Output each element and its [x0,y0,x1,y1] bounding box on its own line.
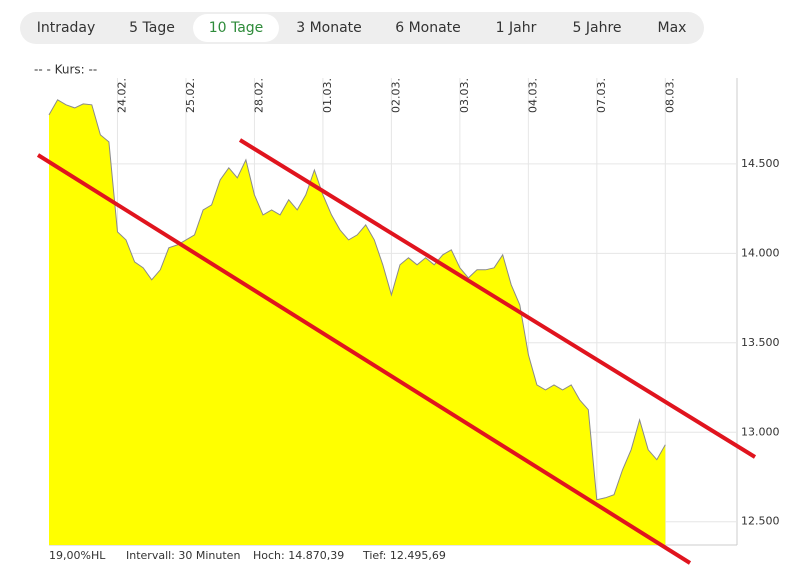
x-tick-label: 25.02. [184,78,197,113]
legend: -- - Kurs: -- [34,63,97,77]
active-tab-bg [193,14,279,42]
x-tick-label: 28.02. [252,78,265,113]
tab[interactable]: Intraday [37,20,96,36]
area [49,99,666,546]
tab-bar [20,12,704,44]
y-tick-label: 13.000 [741,425,780,438]
x-tick-label: 04.03. [526,78,539,113]
tab[interactable]: 1 Jahr [496,20,537,36]
trend-line [36,153,692,565]
x-tick-label: 02.03. [389,78,402,113]
tab[interactable]: 5 Tage [129,20,175,36]
trend-line [238,138,757,459]
footer-stat: 19,00%HL [49,549,106,562]
y-tick-label: 14.000 [741,246,780,259]
x-tick-label: 07.03. [595,78,608,113]
footer-stat: Intervall: 30 Minuten [126,549,240,562]
x-tick-label: 08.03. [663,78,676,113]
footer-stat: Tief: 12.495,69 [362,549,446,562]
tab[interactable]: Max [658,20,687,36]
tab[interactable]: 10 Tage [209,20,264,36]
x-tick-label: 24.02. [115,78,128,113]
x-tick-label: 01.03. [321,78,334,113]
x-tick-label: 03.03. [458,78,471,113]
footer-stat: Hoch: 14.870,39 [253,549,344,562]
tab[interactable]: 5 Jahre [573,20,622,36]
y-tick-label: 12.500 [741,515,780,528]
price-line [48,99,666,501]
y-tick-label: 13.500 [741,336,780,349]
tab[interactable]: 6 Monate [395,20,461,36]
tab[interactable]: 3 Monate [296,20,362,36]
y-tick-label: 14.500 [741,157,780,170]
